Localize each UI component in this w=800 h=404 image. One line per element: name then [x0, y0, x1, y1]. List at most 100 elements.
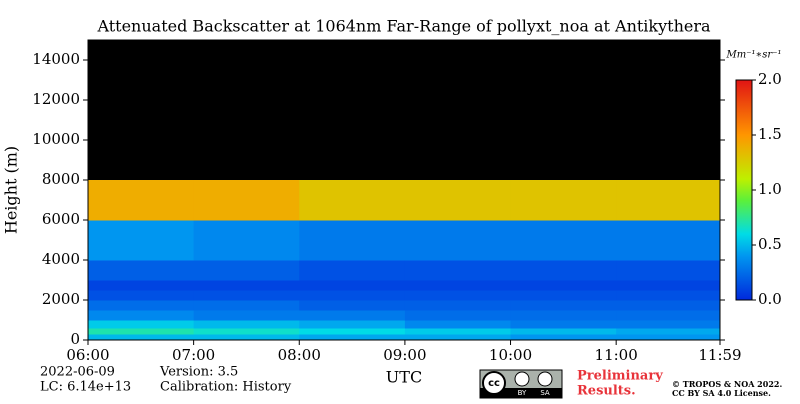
- colorbar-tick-label: 1.5: [758, 125, 782, 143]
- heatmap-cell: [299, 280, 406, 291]
- heatmap-cell: [510, 220, 617, 261]
- heatmap-cell: [616, 280, 721, 291]
- heatmap-cell: [616, 290, 721, 301]
- heatmap-cell: [404, 290, 512, 301]
- heatmap-cell: [510, 260, 617, 281]
- heatmap-cell: [88, 220, 195, 261]
- x-tick-label: 06:00: [66, 346, 109, 364]
- cc-badge: cc BY SA: [479, 369, 563, 399]
- y-tick-label: 0: [70, 330, 80, 348]
- heatmap-cell: [404, 328, 512, 335]
- heatmap-cell: [404, 310, 512, 321]
- heatmap-cell: [299, 220, 406, 261]
- x-axis-label: UTC: [386, 368, 422, 387]
- colorbar-tick-label: 0.5: [758, 235, 782, 253]
- heatmap-cell: [88, 320, 195, 329]
- copyright: © TROPOS & NOA 2022.: [672, 379, 782, 389]
- preliminary: Results.: [577, 384, 636, 399]
- heatmap-cell: [510, 334, 617, 341]
- y-tick-label: 12000: [32, 90, 80, 108]
- y-tick-label: 2000: [42, 290, 80, 308]
- heatmap-cell: [299, 180, 406, 221]
- calibration: Calibration: History: [160, 380, 292, 395]
- x-tick-label: 11:00: [595, 346, 638, 364]
- heatmap-cell: [193, 310, 300, 321]
- y-tick-label: 14000: [32, 50, 80, 68]
- heatmap-cell: [404, 320, 512, 329]
- heatmap-cell: [616, 334, 721, 341]
- heatmap-cell: [193, 180, 300, 221]
- y-tick-label: 4000: [42, 250, 80, 268]
- badge-cc-circle: [482, 371, 506, 395]
- badge-sa-circle: [537, 371, 553, 387]
- version: Version: 3.5: [159, 365, 238, 380]
- heatmap-cell: [299, 328, 406, 335]
- heatmap-cell: [404, 300, 512, 311]
- heatmap-cell: [88, 180, 195, 221]
- y-tick-label: 10000: [32, 130, 80, 148]
- heatmap-cell: [299, 334, 406, 341]
- badge-by: BY: [518, 389, 527, 397]
- heatmap-cell: [616, 260, 721, 281]
- heatmap-cell: [299, 290, 406, 301]
- heatmap-cell: [193, 260, 300, 281]
- colorbar-label: Mm⁻¹∗sr⁻¹: [725, 50, 781, 61]
- heatmap-cell: [616, 328, 721, 335]
- heatmap-cell: [404, 280, 512, 291]
- heatmap-cell: [510, 180, 617, 221]
- badge-strip: [480, 388, 562, 398]
- colorbar: [735, 79, 753, 301]
- lc: LC: 6.14e+13: [40, 380, 131, 395]
- heatmap-cell: [88, 290, 195, 301]
- heatmap-cell: [616, 300, 721, 311]
- heatmap-cell: [616, 220, 721, 261]
- heatmap-cell: [616, 310, 721, 321]
- heatmap-cell: [404, 260, 512, 281]
- colorbar-tick-label: 1.0: [758, 180, 782, 198]
- badge-cc: cc: [488, 378, 500, 389]
- badge-by-circle: [514, 371, 530, 387]
- heatmap-cell: [404, 180, 512, 221]
- heatmap-cell: [193, 334, 300, 341]
- heatmap-cell: [193, 300, 300, 311]
- heatmap-cell: [616, 180, 721, 221]
- copyright: CC BY SA 4.0 License.: [672, 388, 771, 398]
- colorbar-tick-label: 2.0: [758, 70, 782, 88]
- heatmap-cell: [193, 328, 300, 335]
- heatmap-cell: [88, 260, 195, 281]
- heatmap-cell: [510, 300, 617, 311]
- heatmap-cell: [404, 334, 512, 341]
- preliminary: Preliminary: [577, 369, 663, 384]
- y-tick-label: 6000: [42, 210, 80, 228]
- x-tick-label: 08:00: [278, 346, 321, 364]
- heatmap-cell: [88, 310, 195, 321]
- plot-frame: [87, 39, 721, 341]
- heatmap-cell: [510, 310, 617, 321]
- colorbar-tick-label: 0.0: [758, 290, 782, 308]
- chart-title: Attenuated Backscatter at 1064nm Far-Ran…: [96, 17, 711, 36]
- heatmap-cell: [88, 300, 195, 311]
- heatmap-cell: [510, 328, 617, 335]
- heatmap-cell: [193, 220, 300, 261]
- heatmap-cell: [510, 290, 617, 301]
- heatmap-cell: [193, 290, 300, 301]
- heatmap-cell: [193, 320, 300, 329]
- x-tick-label: 11:59: [698, 346, 741, 364]
- heatmap-cell: [510, 320, 617, 329]
- heatmap-cell: [299, 320, 406, 329]
- heatmap-cell: [193, 280, 300, 291]
- y-tick-label: 8000: [42, 170, 80, 188]
- x-tick-label: 10:00: [489, 346, 532, 364]
- y-axis-label: Height (m): [2, 146, 21, 234]
- x-tick-label: 09:00: [383, 346, 426, 364]
- badge-sa: SA: [540, 389, 550, 397]
- heatmap-cell: [616, 320, 721, 329]
- date: 2022-06-09: [40, 365, 115, 380]
- x-tick-label: 07:00: [172, 346, 215, 364]
- heatmap-cell: [299, 300, 406, 311]
- heatmap-cell: [299, 260, 406, 281]
- heatmap-cell: [88, 328, 195, 335]
- heatmap-cell: [404, 220, 512, 261]
- heatmap-cell: [510, 280, 617, 291]
